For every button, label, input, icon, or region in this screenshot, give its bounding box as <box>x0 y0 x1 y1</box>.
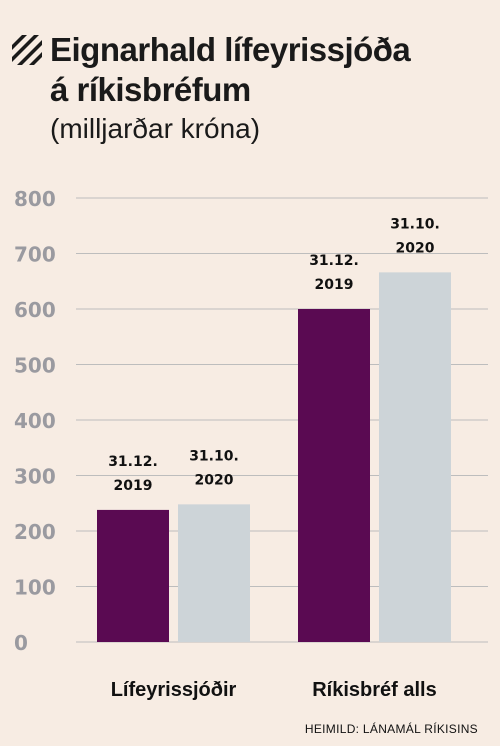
source-credit: HEIMILD: LÁNAMÁL RÍKISINS <box>304 722 478 736</box>
bar-data-label: 2020 <box>396 240 435 256</box>
y-tick-label: 700 <box>14 243 56 267</box>
x-category-label: Ríkisbréf alls <box>312 679 437 701</box>
bar <box>298 309 370 642</box>
chart-title-line-2: á ríkisbréfum <box>50 71 251 108</box>
bar-data-label: 31.12. <box>108 454 158 470</box>
bar-data-label: 31.12. <box>309 253 359 269</box>
y-tick-label: 300 <box>14 465 56 489</box>
y-tick-label: 200 <box>14 520 56 544</box>
chart-header: Eignarhald lífeyrissjóða á ríkisbréfum (… <box>12 30 492 146</box>
chart-title: Eignarhald lífeyrissjóða <box>50 31 411 68</box>
bar-data-label: 2019 <box>114 478 153 494</box>
bar <box>178 504 250 642</box>
y-tick-label: 100 <box>14 576 56 600</box>
title-row: Eignarhald lífeyrissjóða <box>12 30 492 70</box>
y-tick-label: 500 <box>14 354 56 378</box>
bar-data-label: 2019 <box>315 277 354 293</box>
x-category-label: Lífeyrissjóðir <box>111 679 237 701</box>
chart-subtitle: (milljarðar króna) <box>50 113 261 144</box>
hatch-icon <box>12 35 42 65</box>
y-tick-label: 0 <box>14 631 28 655</box>
bar-data-label: 31.10. <box>189 448 239 464</box>
bar-data-label: 2020 <box>195 472 234 488</box>
y-tick-label: 400 <box>14 409 56 433</box>
y-tick-label: 600 <box>14 298 56 322</box>
bar-data-label: 31.10. <box>390 216 440 232</box>
bar <box>379 272 451 642</box>
y-tick-label: 800 <box>14 187 56 211</box>
bar <box>97 509 169 642</box>
